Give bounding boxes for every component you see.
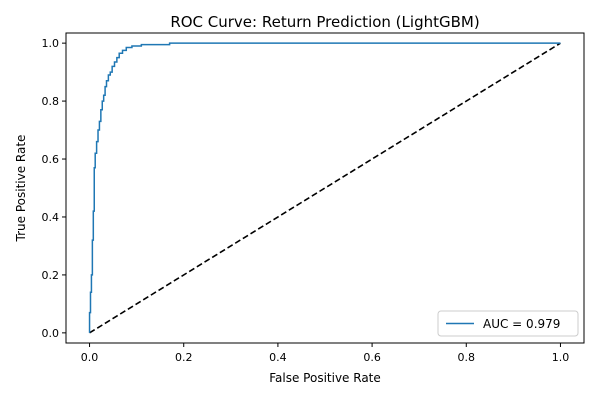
x-axis-ticks: 0.0 0.2 0.4 0.6 0.8 1.0	[81, 343, 569, 364]
x-tick-label: 0.0	[81, 351, 99, 364]
x-tick-label: 0.8	[458, 351, 476, 364]
x-tick-label: 0.4	[269, 351, 287, 364]
chart-title: ROC Curve: Return Prediction (LightGBM)	[170, 13, 479, 31]
series-layer	[88, 42, 561, 334]
x-tick-label: 0.2	[175, 351, 193, 364]
y-tick-label: 0.2	[42, 269, 60, 282]
y-axis-label: True Positive Rate	[14, 135, 28, 243]
legend: AUC = 0.979	[437, 310, 579, 337]
legend-label: AUC = 0.979	[483, 317, 560, 331]
y-tick-label: 0.6	[42, 153, 60, 166]
y-tick-label: 0.4	[42, 211, 60, 224]
y-axis-ticks: 0.0 0.2 0.4 0.6 0.8 1.0	[42, 37, 66, 340]
roc-curve-line	[88, 42, 561, 333]
x-tick-label: 0.6	[363, 351, 381, 364]
y-tick-label: 0.0	[42, 327, 60, 340]
x-axis-label: False Positive Rate	[269, 371, 381, 385]
x-tick-label: 1.0	[552, 351, 570, 364]
plot-area: 0.0 0.2 0.4 0.6 0.8 1.0 0.0 0.2 0.4 0.6 0.8 1.0	[42, 32, 585, 364]
y-tick-label: 0.8	[42, 95, 60, 108]
legend-box	[437, 310, 579, 337]
y-tick-label: 1.0	[42, 37, 60, 50]
chance-diagonal-line	[89, 42, 561, 334]
plot-frame	[65, 32, 585, 344]
